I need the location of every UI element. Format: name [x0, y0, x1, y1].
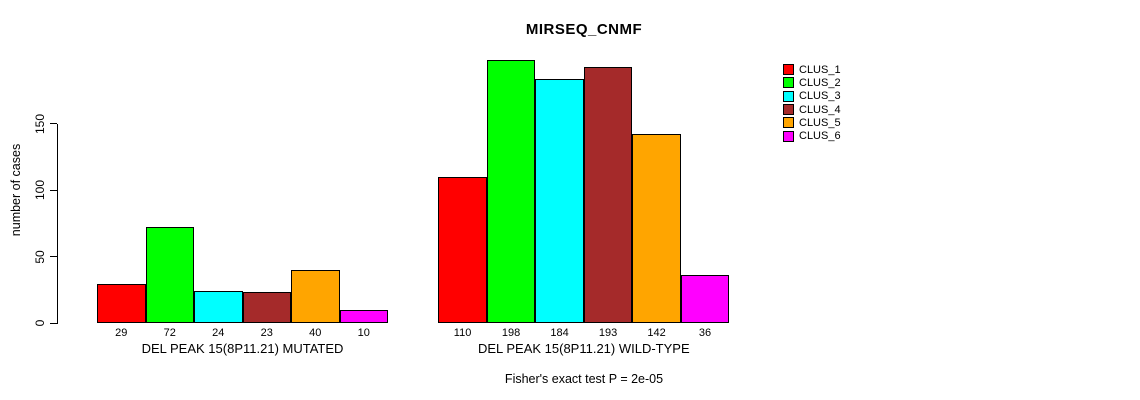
legend-swatch: [783, 77, 794, 89]
bar-value-label: 24: [212, 327, 225, 339]
bar-value-label: 184: [550, 327, 569, 339]
y-axis-line: [57, 123, 58, 324]
y-tick: [50, 189, 57, 191]
bar-value-label: 72: [163, 327, 176, 339]
legend-item: CLUS_3: [783, 90, 841, 103]
bar-value-label: 198: [501, 327, 521, 339]
legend-label: CLUS_2: [799, 76, 841, 89]
y-tick-label: 100: [33, 180, 47, 201]
bar-clus_1-group2: [438, 176, 487, 323]
group-label: DEL PEAK 15(8P11.21) WILD-TYPE: [477, 341, 690, 356]
legend-label: CLUS_6: [799, 130, 841, 143]
bar-value-label: 110: [453, 327, 472, 339]
group-label: DEL PEAK 15(8P11.21) MUTATED: [141, 341, 344, 356]
legend-label: CLUS_4: [799, 103, 841, 116]
y-axis-label: number of cases: [9, 143, 23, 237]
bar-clus_6-group1: [339, 309, 388, 323]
y-tick-label: 50: [33, 249, 47, 264]
bar-value-label: 36: [698, 327, 712, 339]
bar-clus_4-group1: [242, 292, 291, 323]
bar-clus_1-group1: [97, 284, 146, 323]
y-tick: [50, 322, 57, 324]
legend-item: CLUS_5: [783, 116, 841, 129]
bar-clus_4-group2: [583, 66, 633, 323]
legend-swatch: [783, 90, 794, 102]
bar-value-label: 23: [260, 327, 273, 339]
y-tick-label: 0: [33, 319, 47, 327]
bar-value-label: 40: [309, 327, 322, 339]
bar-value-label: 10: [357, 327, 370, 339]
bar-clus_3-group1: [194, 291, 243, 323]
legend: CLUS_1 CLUS_2 CLUS_3 CLUS_4 CLUS_5 CLUS_6: [783, 63, 841, 143]
bar-value-label: 142: [647, 327, 666, 339]
legend-swatch: [783, 130, 794, 142]
bar-clus_5-group2: [632, 134, 681, 323]
bar-clus_5-group1: [291, 269, 340, 323]
y-tick-label: 150: [33, 113, 47, 134]
bar-value-label: 193: [598, 327, 618, 339]
bar-clus_2-group1: [145, 227, 194, 323]
legend-item: CLUS_1: [783, 63, 841, 76]
legend-label: CLUS_3: [799, 90, 841, 103]
legend-swatch: [783, 64, 794, 76]
bar-value-label: 29: [115, 327, 128, 339]
chart-title: MIRSEQ_CNMF: [525, 21, 643, 38]
y-tick: [50, 123, 57, 125]
y-tick: [50, 256, 57, 258]
legend-item: CLUS_6: [783, 129, 841, 142]
bar-clus_3-group2: [535, 78, 584, 323]
legend-swatch: [783, 117, 794, 129]
legend-item: CLUS_2: [783, 76, 841, 89]
bar-clus_6-group2: [680, 275, 730, 323]
legend-item: CLUS_4: [783, 103, 841, 116]
legend-label: CLUS_1: [799, 63, 841, 76]
legend-label: CLUS_5: [799, 116, 841, 129]
subtitle-fisher-test: Fisher's exact test P = 2e-05: [504, 372, 664, 386]
bar-clus_2-group2: [486, 60, 536, 323]
legend-swatch: [783, 104, 794, 116]
